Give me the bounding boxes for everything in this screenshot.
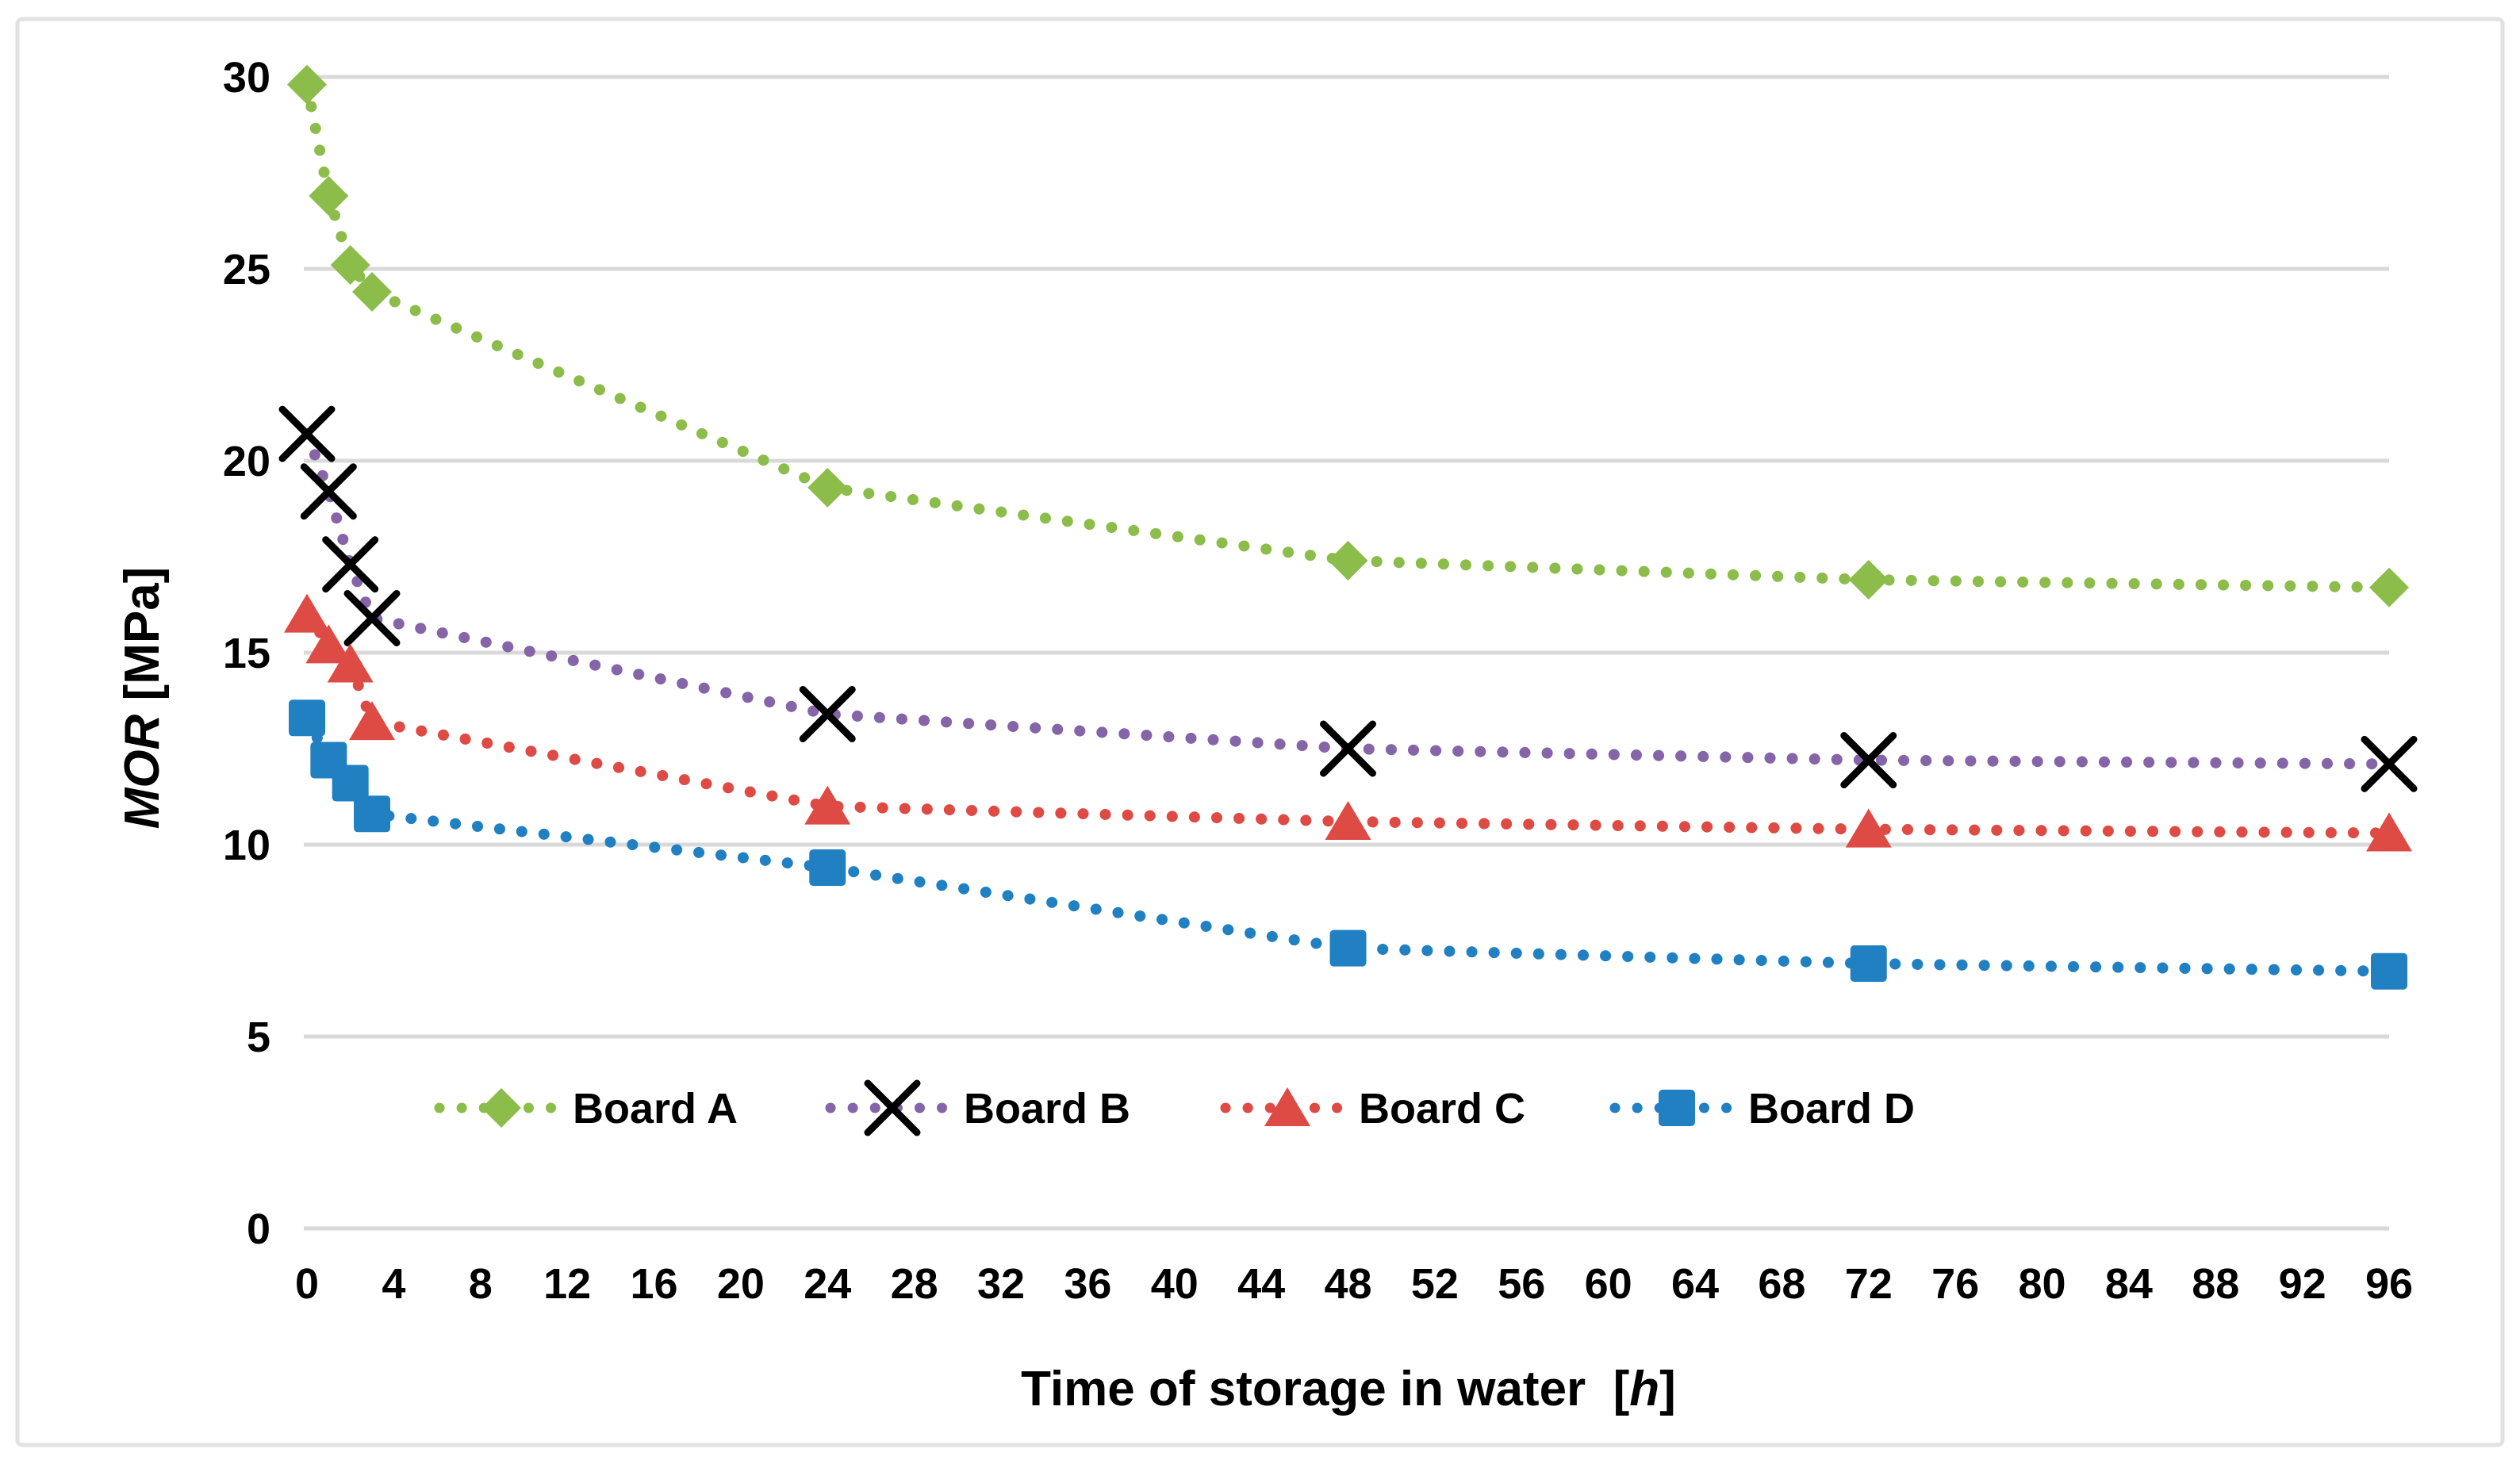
series-board-d-marker-24h — [809, 849, 846, 887]
series-board-c-marker-72h — [1845, 808, 1892, 848]
series-board-a-marker-3h — [352, 272, 393, 312]
series-board-a-marker-96h — [2369, 567, 2409, 607]
x-tick-label-80: 80 — [2018, 1260, 2065, 1308]
x-tick-label-20: 20 — [717, 1260, 765, 1308]
series-board-d-marker-72h — [1850, 945, 1887, 983]
x-axis-title: Time of storage in water [h] — [1021, 1362, 1676, 1416]
legend-label: Board B — [964, 1085, 1130, 1132]
series-board-b-marker-0h — [278, 405, 336, 462]
series-board-b-dotted-line — [301, 428, 2395, 770]
y-tick-label-20: 20 — [223, 438, 270, 485]
series-board-a-marker-1h — [309, 176, 349, 217]
x-tick-label-88: 88 — [2192, 1260, 2239, 1308]
x-tick-label-40: 40 — [1151, 1260, 1199, 1308]
legend-item-board-a: Board A — [434, 1085, 738, 1132]
y-tick-label-10: 10 — [223, 822, 270, 869]
legend-swatch-marker — [864, 1079, 921, 1136]
legend-item-board-d: Board D — [1609, 1085, 1915, 1132]
series-board-b-marker-96h — [2361, 735, 2418, 792]
series-board-c-marker-1h — [305, 624, 352, 664]
x-tick-label-24: 24 — [804, 1260, 851, 1308]
x-tick-label-8: 8 — [469, 1260, 493, 1308]
legend-item-board-b: Board B — [825, 1079, 1130, 1136]
series-board-a-marker-72h — [1848, 560, 1889, 600]
y-tick-label-25: 25 — [223, 246, 270, 293]
series-board-d — [289, 699, 2407, 990]
series-board-d-dotted-line — [301, 712, 2395, 977]
series-board-a-dotted-line — [301, 79, 2395, 593]
x-tick-label-92: 92 — [2279, 1260, 2326, 1308]
x-tick-label-76: 76 — [1931, 1260, 1979, 1308]
y-tick-label-15: 15 — [223, 630, 270, 677]
legend-label: Board D — [1748, 1085, 1915, 1132]
series-board-b-marker-48h — [1320, 720, 1376, 777]
x-tick-label-60: 60 — [1585, 1260, 1632, 1308]
x-tick-label-48: 48 — [1324, 1260, 1371, 1308]
x-tick-label-16: 16 — [630, 1260, 677, 1308]
x-tick-label-56: 56 — [1498, 1260, 1545, 1308]
x-tick-label-36: 36 — [1064, 1260, 1111, 1308]
chart-outer-border — [15, 17, 2505, 1447]
series-board-c — [284, 593, 2412, 852]
series-board-c-marker-0h — [284, 593, 330, 633]
legend-swatch-marker — [481, 1088, 521, 1128]
series-board-a-marker-24h — [807, 467, 848, 508]
x-tick-label-52: 52 — [1411, 1260, 1459, 1308]
series-board-b — [278, 405, 2418, 792]
series-layer — [278, 64, 2418, 990]
series-board-a — [287, 64, 2409, 607]
series-board-d-marker-96h — [2371, 952, 2407, 990]
series-board-d-marker-48h — [1329, 929, 1367, 967]
series-board-a-marker-48h — [1328, 540, 1368, 581]
series-board-d-marker-0h — [289, 699, 325, 737]
x-tick-label-72: 72 — [1845, 1260, 1893, 1308]
series-board-b-marker-3h — [343, 589, 401, 646]
y-tick-label-0: 0 — [247, 1205, 270, 1253]
legend-label: Board C — [1359, 1085, 1525, 1132]
y-axis-title: MOR [MPa] — [115, 567, 170, 830]
legend-item-board-c: Board C — [1220, 1085, 1525, 1132]
legend: Board A Board B Board C Board D — [434, 1079, 1915, 1136]
series-board-b-marker-2h — [322, 536, 379, 593]
x-tick-label-68: 68 — [1758, 1260, 1805, 1308]
series-board-b-marker-72h — [1840, 732, 1897, 789]
x-tick-label-84: 84 — [2105, 1260, 2153, 1308]
series-board-b-marker-1h — [300, 463, 357, 520]
series-board-c-marker-3h — [349, 701, 396, 741]
y-tick-label-30: 30 — [223, 54, 270, 102]
series-board-b-marker-24h — [799, 685, 856, 742]
x-tick-label-0: 0 — [295, 1260, 319, 1308]
x-tick-label-96: 96 — [2365, 1260, 2413, 1308]
series-board-d-marker-3h — [354, 795, 391, 833]
legend-label: Board A — [573, 1085, 738, 1132]
x-axis-tick-labels: 0 4 8 12 16 20 24 28 32 36 40 44 48 52 56 60 64 68 72 76 80 8… — [295, 1260, 2413, 1308]
x-tick-label-32: 32 — [977, 1260, 1025, 1308]
x-tick-label-28: 28 — [891, 1260, 938, 1308]
series-board-c-marker-2h — [327, 643, 374, 683]
series-board-c-marker-96h — [2366, 812, 2412, 852]
x-tick-label-4: 4 — [382, 1260, 405, 1308]
x-tick-label-12: 12 — [543, 1260, 591, 1308]
x-tick-label-44: 44 — [1237, 1260, 1285, 1308]
x-tick-label-64: 64 — [1671, 1260, 1719, 1308]
y-axis-tick-labels: 0 5 10 15 20 25 30 — [223, 54, 270, 1253]
legend-swatch-marker — [1659, 1090, 1695, 1126]
y-tick-label-5: 5 — [247, 1014, 270, 1061]
series-board-a-marker-2h — [330, 245, 370, 286]
series-board-a-marker-0h — [287, 64, 327, 105]
legend-swatch-marker — [1264, 1087, 1310, 1126]
series-board-d-marker-2h — [332, 765, 369, 802]
series-board-c-marker-24h — [804, 785, 851, 825]
series-board-c-marker-48h — [1325, 800, 1371, 840]
